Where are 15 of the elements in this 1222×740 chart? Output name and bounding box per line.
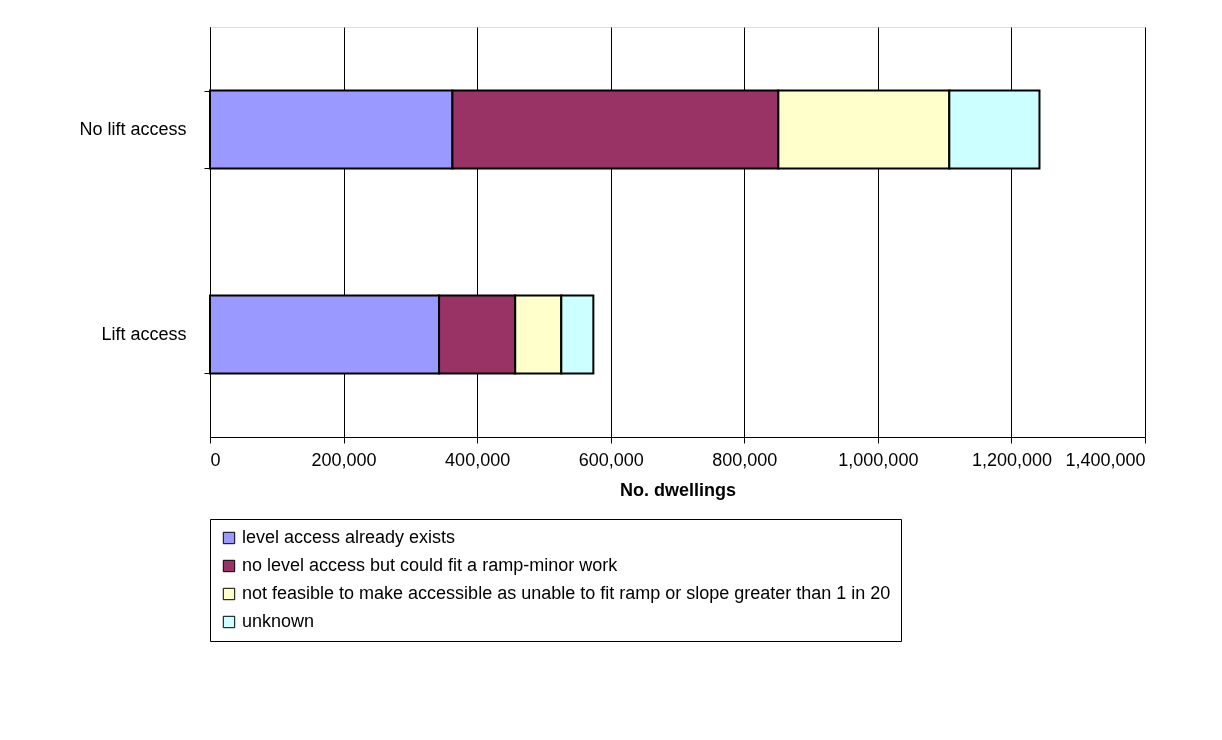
x-tick-label: 400,000 [445, 449, 511, 470]
x-tick-label: 1,000,000 [838, 449, 919, 470]
legend-label: level access already exists [242, 527, 456, 547]
legend-label: not feasible to make accessible as unable to fit ramp or slope greater than 1 in 20 [242, 583, 891, 603]
legend-label: no level access but could fit a ramp-minor work [242, 555, 619, 575]
x-tick-label: 800,000 [712, 449, 778, 470]
y-tick-label: No lift access [79, 119, 187, 139]
y-tick-label: Lift access [101, 324, 187, 344]
x-tick-label: 600,000 [578, 449, 644, 470]
x-tick-label: 1,400,000 [1065, 449, 1146, 470]
x-axis-title: No. dwellings [619, 479, 737, 500]
legend-label: unknown [242, 611, 315, 631]
x-tick-label: 1,200,000 [971, 449, 1052, 470]
x-tick-label: 200,000 [311, 449, 377, 470]
x-tick-label: 0 [210, 449, 221, 470]
